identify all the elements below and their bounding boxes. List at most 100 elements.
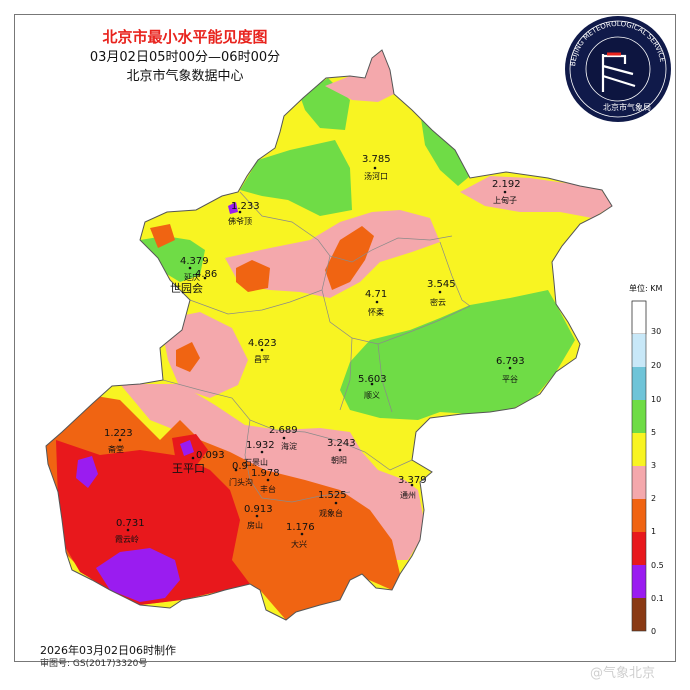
station-xiayunling: 0.731 霞云岭 [115,518,145,544]
svg-text:北京市气象局: 北京市气象局 [603,102,651,112]
svg-text:2.192: 2.192 [492,179,521,190]
station-tanghekou: 3.785 汤河口 [362,154,391,181]
region-purple-2 [76,456,98,488]
svg-text:0.9: 0.9 [232,461,248,472]
svg-text:0.731: 0.731 [116,518,145,529]
region-green-northwest [240,140,352,216]
district-boundaries [162,191,471,503]
station-fengtai: 1.978 丰台 [251,468,280,494]
station-shunyi: 5.603 顺义 [358,374,387,400]
svg-text:3.243: 3.243 [327,438,356,449]
region-green-west [140,236,205,282]
region-orange-north-1 [325,226,374,290]
legend-label-30: 30 [651,327,662,336]
region-pink-center [225,210,440,298]
agency-name: 北京市气象数据中心 [126,69,244,84]
map-frame [14,14,676,662]
map-title: 北京市最小水平能见度图 [102,28,268,46]
station-zhaitang: 1.223 斋堂 [104,428,133,454]
svg-text:0.913: 0.913 [244,504,273,515]
region-pink-northeast [460,176,612,218]
svg-text:丰台: 丰台 [260,484,276,494]
svg-text:朝阳: 朝阳 [331,456,347,465]
station-mentougou: 0.9 门头沟 [229,461,253,487]
region-green-east [340,290,575,420]
legend-label-1: 1 [651,527,657,536]
svg-text:3.545: 3.545 [427,279,456,290]
legend-label-3: 3 [651,461,657,470]
svg-text:观象台: 观象台 [319,508,343,518]
station-yanqing: 4.86 延庆 [184,269,217,282]
svg-text:昌平: 昌平 [254,355,270,364]
station-shangdianzi: 2.192 上甸子 [492,179,521,205]
svg-text:2.689: 2.689 [269,425,298,436]
legend-label-10: 10 [651,395,662,404]
legend-label-2: 2 [651,494,657,503]
station-fangshan: 0.913 房山 [244,504,273,530]
svg-text:顺义: 顺义 [364,391,380,400]
svg-text:4.86: 4.86 [195,269,217,280]
stations: 3.785 汤河口 2.192 上甸子 1.233 佛爷顶 4.379 4.86… [104,154,525,549]
svg-text:大兴: 大兴 [291,539,307,549]
svg-text:0.093: 0.093 [196,450,225,461]
station-chaoyang: 3.243 朝阳 [327,438,356,465]
station-shijingshan: 1.932 石景山 [244,440,275,467]
production-time: 2026年03月02日06时制作 [40,644,176,657]
svg-text:5.603: 5.603 [358,374,387,385]
station-tongzhou: 3.379 通州 [398,475,427,500]
station-4379: 4.379 [180,256,209,270]
svg-text:石景山: 石景山 [244,457,268,467]
region-pink-west [160,312,248,398]
svg-text:平谷: 平谷 [502,375,518,384]
svg-text:3.379: 3.379 [398,475,427,486]
station-haidian: 2.689 海淀 [269,425,298,451]
svg-text:4.623: 4.623 [248,338,277,349]
legend-unit: 单位: KM [629,284,663,293]
legend-colorbar [631,300,647,632]
svg-text:通州: 通州 [400,490,416,500]
svg-text:上甸子: 上甸子 [493,195,517,205]
svg-text:1.176: 1.176 [286,522,315,533]
svg-text:1.978: 1.978 [251,468,280,479]
station-foyeding: 1.233 佛爷顶 [228,201,260,226]
station-daxing: 1.176 大兴 [286,522,315,549]
legend-label-5: 5 [651,428,657,437]
svg-text:房山: 房山 [247,520,263,530]
station-huairou: 4.71 怀柔 [365,289,387,317]
svg-text:4.71: 4.71 [365,289,387,300]
svg-text:3.785: 3.785 [362,154,391,165]
station-miyun: 3.545 密云 [427,279,456,307]
svg-text:1.233: 1.233 [231,201,260,212]
svg-text:怀柔: 怀柔 [368,307,384,317]
region-purple-4 [228,202,238,214]
svg-text:1.223: 1.223 [104,428,133,439]
region-purple-3 [180,440,194,456]
legend-label-0.5: 0.5 [651,561,664,570]
region-purple-1 [96,548,180,602]
legend-label-0.1: 0.1 [651,594,664,603]
svg-text:1.525: 1.525 [318,490,347,501]
svg-text:汤河口: 汤河口 [364,171,388,181]
beijing-border [45,49,613,621]
station-pinggu: 6.793 平谷 [496,356,525,384]
watermark: @气象北京 [590,666,656,681]
svg-text:门头沟: 门头沟 [229,477,253,487]
bms-logo-icon: BEIJING METEOROLOGICAL SERVICE 北京市气象局 [565,16,671,122]
legend-label-20: 20 [651,361,662,370]
region-pink-north [325,50,394,102]
station-wangpingkou: 王平口 [172,462,205,475]
station-guanxiangtai: 1.525 观象台 [318,490,347,518]
svg-text:密云: 密云 [430,297,446,307]
svg-text:1.932: 1.932 [246,440,275,451]
svg-text:延庆: 延庆 [184,272,200,282]
approval-number: 审图号: GS(2017)3320号 [40,659,148,669]
svg-text:4.379: 4.379 [180,256,209,267]
station-shiyuanhui: 世园会 [170,282,203,295]
region-orange-west [176,342,200,372]
region-orange-north-3 [150,224,175,248]
station-0093: 0.093 [191,450,225,461]
station-changping: 4.623 昌平 [248,338,277,364]
svg-text:海淀: 海淀 [281,441,297,451]
svg-text:霞云岭: 霞云岭 [115,534,139,544]
